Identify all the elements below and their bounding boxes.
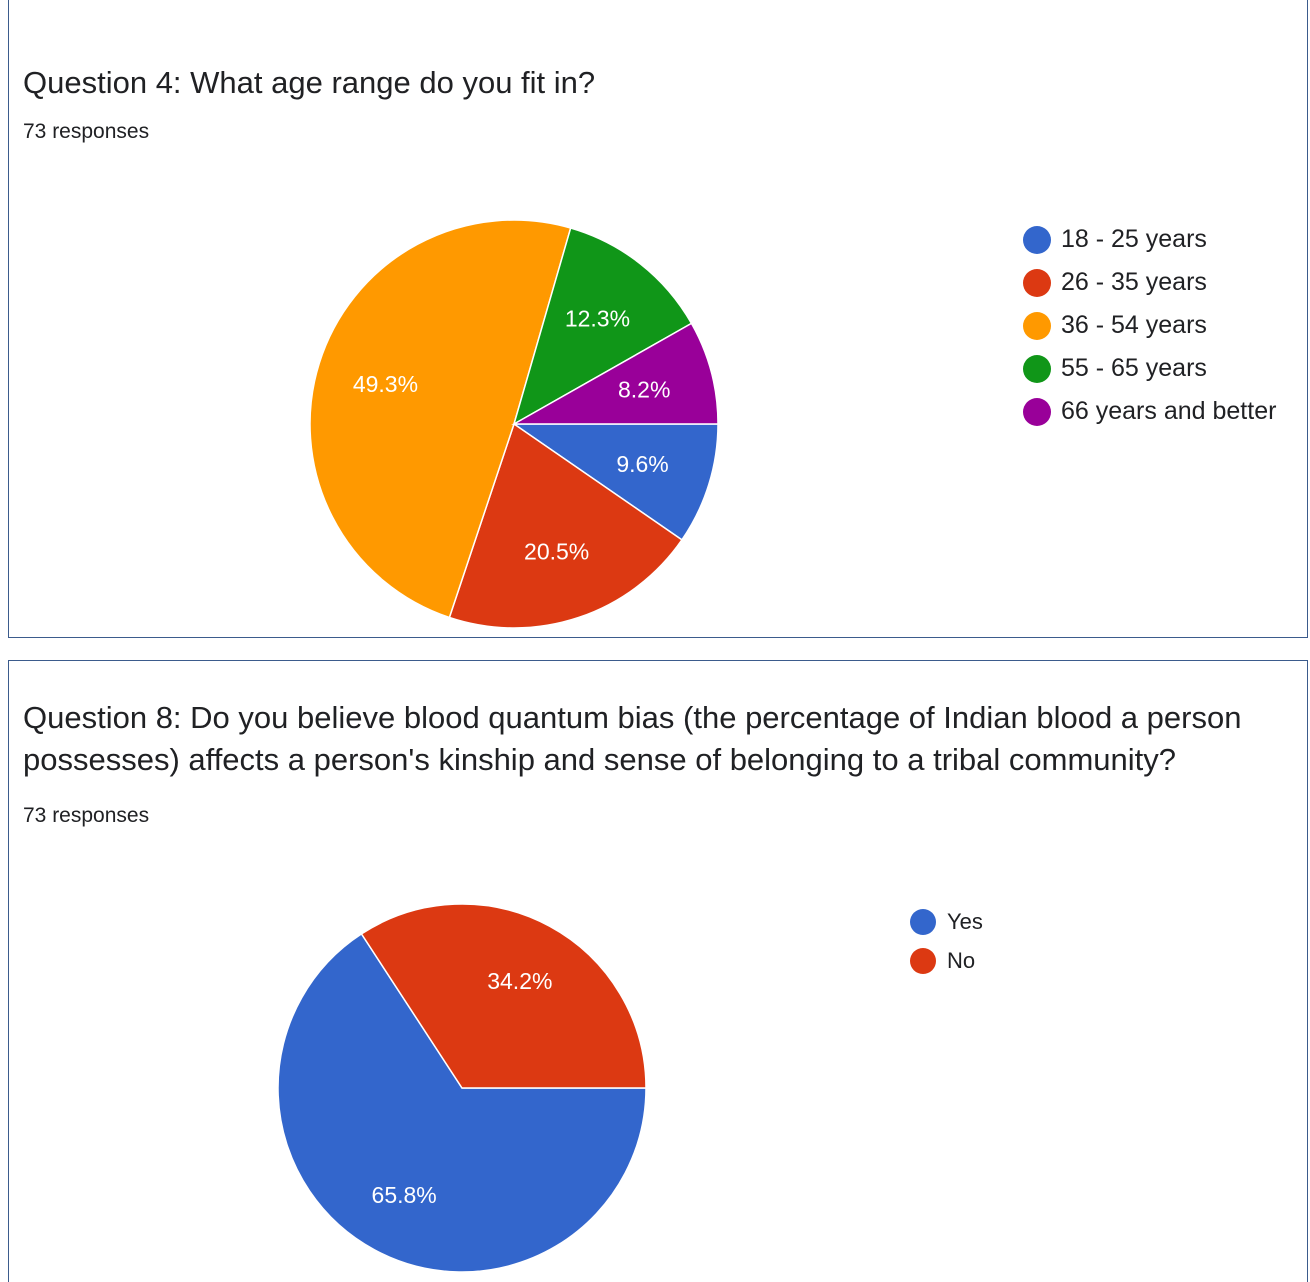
chart-title: Question 8: Do you believe blood quantum…	[23, 700, 1242, 777]
slice-value-label: 49.3%	[353, 371, 418, 397]
legend-swatch	[1023, 268, 1051, 297]
slice-value-label: 20.5%	[524, 539, 589, 565]
legend-swatch	[1023, 311, 1051, 340]
slice-value-label: 65.8%	[372, 1182, 437, 1208]
legend-label: Yes	[947, 908, 983, 934]
slice-value-label: 12.3%	[565, 305, 630, 331]
legend-item[interactable]: 26 - 35 years	[1023, 261, 1276, 304]
legend-item[interactable]: Yes	[910, 902, 983, 941]
chart-legend: 18 - 25 years 26 - 35 years 36 - 54 year…	[1023, 218, 1276, 433]
pie-slice[interactable]	[277, 932, 647, 1273]
legend-item[interactable]: No	[910, 941, 983, 980]
legend-swatch	[1023, 225, 1051, 254]
chart-title: Question 4: What age range do you fit in…	[23, 65, 596, 100]
legend-label: 36 - 54 years	[1061, 311, 1207, 339]
legend-swatch	[1023, 397, 1051, 426]
pie-slice[interactable]	[511, 423, 719, 541]
pie-slice[interactable]	[309, 219, 572, 619]
legend-item[interactable]: 18 - 25 years	[1023, 218, 1276, 261]
chart-legend: Yes No	[910, 902, 983, 980]
legend-label: 55 - 65 years	[1061, 354, 1207, 382]
response-count: 73 responses	[23, 804, 150, 827]
legend-label: 26 - 35 years	[1061, 268, 1207, 296]
legend-label: 66 years and better	[1061, 397, 1277, 425]
pie-slice[interactable]	[360, 903, 647, 1089]
response-count: 73 responses	[23, 120, 150, 143]
pie-chart-1: 9.6% 20.5% 49.3% 12.3% 8.2%	[309, 219, 719, 629]
slice-value-label: 34.2%	[487, 968, 552, 994]
legend-swatch	[910, 908, 936, 935]
slice-value-label: 9.6%	[616, 451, 668, 477]
legend-label: 18 - 25 years	[1061, 225, 1207, 253]
legend-swatch	[910, 947, 936, 974]
legend-swatch	[1023, 354, 1051, 383]
legend-item[interactable]: 55 - 65 years	[1023, 347, 1276, 390]
pie-chart-2: 65.8% 34.2%	[277, 903, 647, 1273]
legend-item[interactable]: 36 - 54 years	[1023, 304, 1276, 347]
legend-item[interactable]: 66 years and better	[1023, 390, 1276, 433]
pie-slice[interactable]	[448, 422, 683, 629]
slice-value-label: 8.2%	[618, 377, 670, 403]
question-8-card: Question 8: Do you believe blood quantum…	[8, 660, 1308, 1282]
pie-slice[interactable]	[512, 227, 693, 426]
legend-label: No	[947, 947, 976, 973]
pie-slice[interactable]	[511, 322, 719, 425]
